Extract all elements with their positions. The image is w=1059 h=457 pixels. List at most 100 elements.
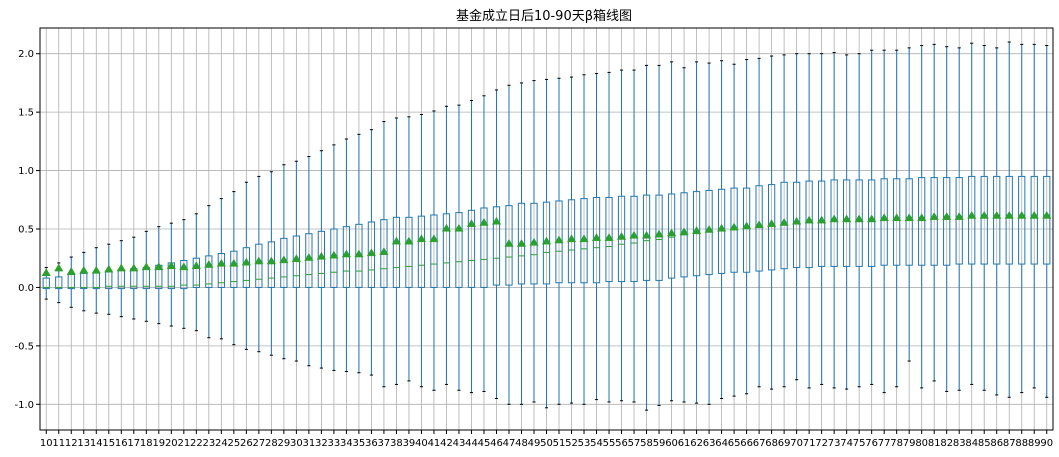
mean-marker-61 bbox=[679, 227, 689, 236]
mean-marker-90 bbox=[1042, 210, 1052, 219]
box-44 bbox=[467, 99, 476, 394]
x-tick-label: 72 bbox=[815, 438, 828, 449]
x-tick-label: 29 bbox=[278, 438, 291, 449]
mean-marker-50 bbox=[541, 236, 552, 245]
x-tick-label: 51 bbox=[553, 438, 566, 449]
box-74 bbox=[843, 54, 851, 390]
mean-marker-15 bbox=[104, 264, 114, 273]
x-tick-label: 74 bbox=[840, 438, 853, 449]
x-tick-label: 48 bbox=[515, 438, 528, 449]
iqr-box bbox=[1005, 175, 1013, 265]
x-tick-label: 65 bbox=[728, 438, 741, 449]
box-71 bbox=[805, 53, 813, 389]
mean-marker-81 bbox=[929, 212, 939, 220]
iqr-box bbox=[392, 216, 401, 288]
mean-marker-14 bbox=[91, 265, 101, 274]
x-tick-label: 83 bbox=[953, 438, 966, 449]
iqr-box bbox=[267, 241, 275, 288]
mean-marker-18 bbox=[141, 262, 151, 271]
mean-marker-26 bbox=[241, 257, 251, 266]
iqr-box bbox=[192, 257, 200, 288]
x-tick-label: 20 bbox=[165, 438, 178, 449]
box-27 bbox=[255, 175, 263, 353]
mean-marker-83 bbox=[954, 212, 964, 220]
x-tick-label: 32 bbox=[315, 438, 328, 449]
mean-marker-49 bbox=[529, 237, 539, 246]
x-tick-label: 43 bbox=[453, 438, 466, 449]
mean-marker-52 bbox=[566, 234, 577, 243]
iqr-box bbox=[818, 180, 826, 267]
x-tick-label: 37 bbox=[378, 438, 391, 449]
x-tick-label: 46 bbox=[490, 438, 503, 449]
box-layer bbox=[42, 41, 1051, 411]
x-tick-label: 78 bbox=[890, 438, 903, 449]
box-84 bbox=[968, 42, 976, 385]
box-40 bbox=[417, 113, 426, 388]
mean-marker-66 bbox=[741, 221, 752, 230]
x-tick-label: 49 bbox=[528, 438, 541, 449]
mean-marker-87 bbox=[1004, 210, 1014, 219]
x-tick-label: 15 bbox=[102, 438, 115, 449]
x-tick-label: 60 bbox=[665, 438, 678, 449]
mean-marker-76 bbox=[867, 214, 877, 223]
x-tick-label: 88 bbox=[1015, 438, 1028, 449]
mean-marker-78 bbox=[892, 213, 902, 222]
mean-marker-48 bbox=[516, 239, 527, 247]
mean-marker-57 bbox=[629, 230, 639, 239]
iqr-box bbox=[955, 177, 963, 265]
x-tick-label: 61 bbox=[678, 438, 691, 449]
mean-marker-59 bbox=[654, 229, 664, 238]
mean-marker-80 bbox=[917, 213, 927, 222]
mean-marker-67 bbox=[754, 220, 764, 229]
mean-marker-25 bbox=[229, 258, 239, 267]
x-tick-label: 81 bbox=[928, 438, 941, 449]
x-tick-label: 57 bbox=[628, 438, 641, 449]
box-28 bbox=[267, 171, 275, 356]
x-tick-label: 80 bbox=[915, 438, 928, 449]
iqr-box bbox=[930, 177, 938, 266]
mean-marker-74 bbox=[842, 214, 852, 223]
x-tick-label: 90 bbox=[1040, 438, 1053, 449]
mean-marker-11 bbox=[54, 263, 64, 272]
x-tick-label: 25 bbox=[227, 438, 240, 449]
x-tick-label: 36 bbox=[365, 438, 378, 449]
iqr-box bbox=[405, 216, 413, 288]
y-tick-label: 2.0 bbox=[18, 49, 34, 60]
box-25 bbox=[230, 191, 238, 346]
x-tick-label: 10 bbox=[40, 438, 53, 449]
x-tick-label: 54 bbox=[590, 438, 603, 449]
x-tick-label: 87 bbox=[1003, 438, 1016, 449]
box-43 bbox=[455, 104, 463, 391]
x-tick-label: 64 bbox=[715, 438, 728, 449]
x-tick-label: 14 bbox=[90, 438, 103, 449]
mean-marker-60 bbox=[666, 228, 677, 237]
x-tick-label: 63 bbox=[703, 438, 716, 449]
mean-marker-13 bbox=[79, 265, 89, 274]
box-46 bbox=[492, 89, 501, 399]
mean-marker-89 bbox=[1029, 210, 1039, 219]
iqr-box bbox=[517, 202, 526, 285]
mean-marker-53 bbox=[579, 234, 589, 243]
x-tick-label: 16 bbox=[115, 438, 128, 449]
mean-marker-63 bbox=[704, 225, 714, 233]
mean-marker-88 bbox=[1017, 210, 1027, 219]
iqr-box bbox=[805, 180, 813, 269]
mean-marker-58 bbox=[641, 230, 652, 239]
box-38 bbox=[392, 117, 401, 385]
mean-marker-36 bbox=[366, 248, 377, 257]
box-75 bbox=[855, 53, 863, 388]
mean-marker-45 bbox=[479, 218, 489, 226]
mean-marker-86 bbox=[992, 210, 1002, 219]
mean-marker-16 bbox=[116, 263, 126, 272]
box-77 bbox=[880, 49, 888, 394]
x-tick-label: 66 bbox=[740, 438, 753, 449]
mean-marker-38 bbox=[391, 236, 402, 245]
iqr-box bbox=[868, 179, 876, 267]
x-tick-label: 55 bbox=[603, 438, 616, 449]
box-26 bbox=[242, 181, 250, 350]
x-tick-label: 44 bbox=[465, 438, 478, 449]
iqr-box bbox=[1043, 175, 1051, 265]
iqr-box bbox=[230, 250, 238, 288]
x-tick-label: 70 bbox=[790, 438, 803, 449]
